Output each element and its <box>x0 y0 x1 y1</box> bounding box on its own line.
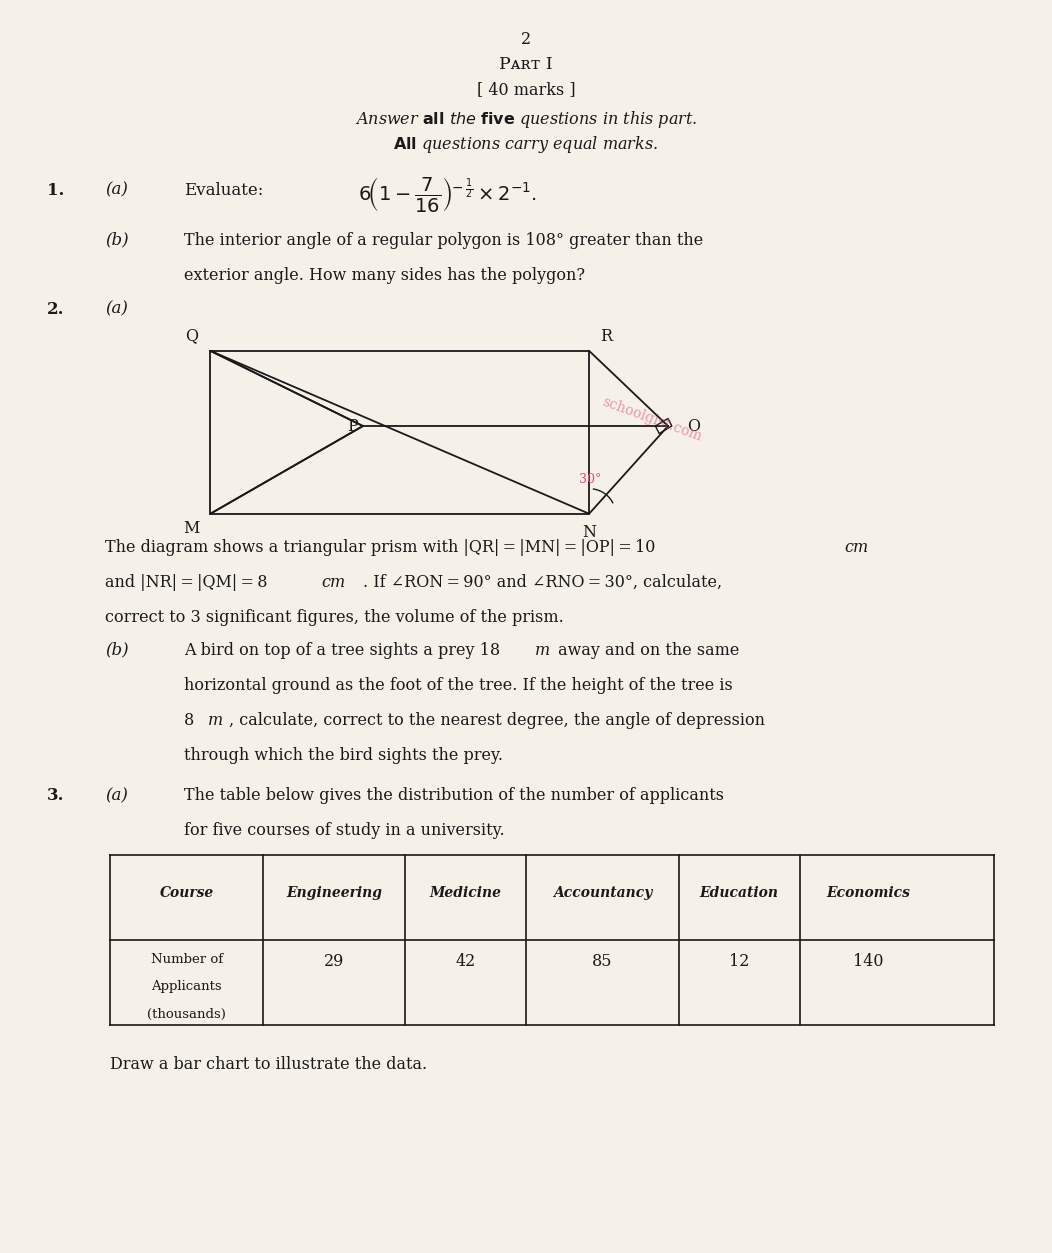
Text: horizontal ground as the foot of the tree. If the height of the tree is: horizontal ground as the foot of the tre… <box>184 677 733 694</box>
Text: . If ∠RON = 90° and ∠RNO = 30°, calculate,: . If ∠RON = 90° and ∠RNO = 30°, calculat… <box>363 574 722 591</box>
Text: correct to 3 significant figures, the volume of the prism.: correct to 3 significant figures, the vo… <box>105 609 564 626</box>
Text: Evaluate:: Evaluate: <box>184 182 263 199</box>
Text: (a): (a) <box>105 182 128 199</box>
Text: for five courses of study in a university.: for five courses of study in a universit… <box>184 822 505 840</box>
Text: , calculate, correct to the nearest degree, the angle of depression: , calculate, correct to the nearest degr… <box>229 712 766 729</box>
Text: Number of: Number of <box>150 952 223 966</box>
Text: 140: 140 <box>853 952 883 970</box>
Text: 30°: 30° <box>579 474 601 486</box>
Text: The interior angle of a regular polygon is 108° greater than the: The interior angle of a regular polygon … <box>184 232 704 249</box>
Text: O: O <box>687 417 700 435</box>
Text: Education: Education <box>700 886 778 900</box>
Text: Answer $\bf{all}$ $\it{the}$ $\bf{five}$ questions in this part.: Answer $\bf{all}$ $\it{the}$ $\bf{five}$… <box>355 109 697 130</box>
Text: exterior angle. How many sides has the polygon?: exterior angle. How many sides has the p… <box>184 267 585 284</box>
Text: R: R <box>600 327 612 345</box>
Text: 2.: 2. <box>47 301 65 318</box>
Text: Pᴀʀᴛ I: Pᴀʀᴛ I <box>499 56 553 74</box>
Text: $\bf{All}$ questions carry equal marks.: $\bf{All}$ questions carry equal marks. <box>393 134 659 155</box>
Text: 8: 8 <box>184 712 198 729</box>
Text: M: M <box>183 520 200 538</box>
Text: [ 40 marks ]: [ 40 marks ] <box>477 81 575 99</box>
Text: Engineering: Engineering <box>286 886 382 900</box>
Text: Draw a bar chart to illustrate the data.: Draw a bar chart to illustrate the data. <box>110 1056 427 1074</box>
Text: (thousands): (thousands) <box>147 1007 226 1021</box>
Text: The table below gives the distribution of the number of applicants: The table below gives the distribution o… <box>184 787 724 804</box>
Text: 12: 12 <box>729 952 749 970</box>
Text: P: P <box>347 417 358 435</box>
Text: m: m <box>534 642 549 659</box>
Text: Course: Course <box>160 886 214 900</box>
Text: Medicine: Medicine <box>429 886 502 900</box>
Text: (b): (b) <box>105 642 128 659</box>
Text: 85: 85 <box>592 952 612 970</box>
Text: (a): (a) <box>105 301 128 318</box>
Text: 2: 2 <box>521 31 531 49</box>
Text: 42: 42 <box>456 952 476 970</box>
Text: Q: Q <box>185 327 198 345</box>
Text: N: N <box>582 524 596 541</box>
Text: Applicants: Applicants <box>151 980 222 994</box>
Text: schoolgist.com: schoolgist.com <box>601 395 704 445</box>
Text: 3.: 3. <box>47 787 65 804</box>
Text: cm: cm <box>845 539 869 556</box>
Text: (a): (a) <box>105 787 128 804</box>
Text: (b): (b) <box>105 232 128 249</box>
Text: through which the bird sights the prey.: through which the bird sights the prey. <box>184 747 503 764</box>
Text: A bird on top of a tree sights a prey 18: A bird on top of a tree sights a prey 18 <box>184 642 504 659</box>
Text: 1.: 1. <box>47 182 65 199</box>
Text: away and on the same: away and on the same <box>553 642 740 659</box>
Text: m: m <box>208 712 223 729</box>
Text: 29: 29 <box>324 952 344 970</box>
Text: Accountancy: Accountancy <box>552 886 652 900</box>
Text: $6\!\left(1 - \dfrac{7}{16}\right)^{\!\!-\frac{1}{2}} \times 2^{-1}.$: $6\!\left(1 - \dfrac{7}{16}\right)^{\!\!… <box>358 175 537 214</box>
Text: Economics: Economics <box>826 886 910 900</box>
Text: and |NR| = |QM| = 8: and |NR| = |QM| = 8 <box>105 574 271 591</box>
Text: The diagram shows a triangular prism with |QR| = |MN| = |OP| = 10: The diagram shows a triangular prism wit… <box>105 539 659 556</box>
Text: cm: cm <box>321 574 345 591</box>
